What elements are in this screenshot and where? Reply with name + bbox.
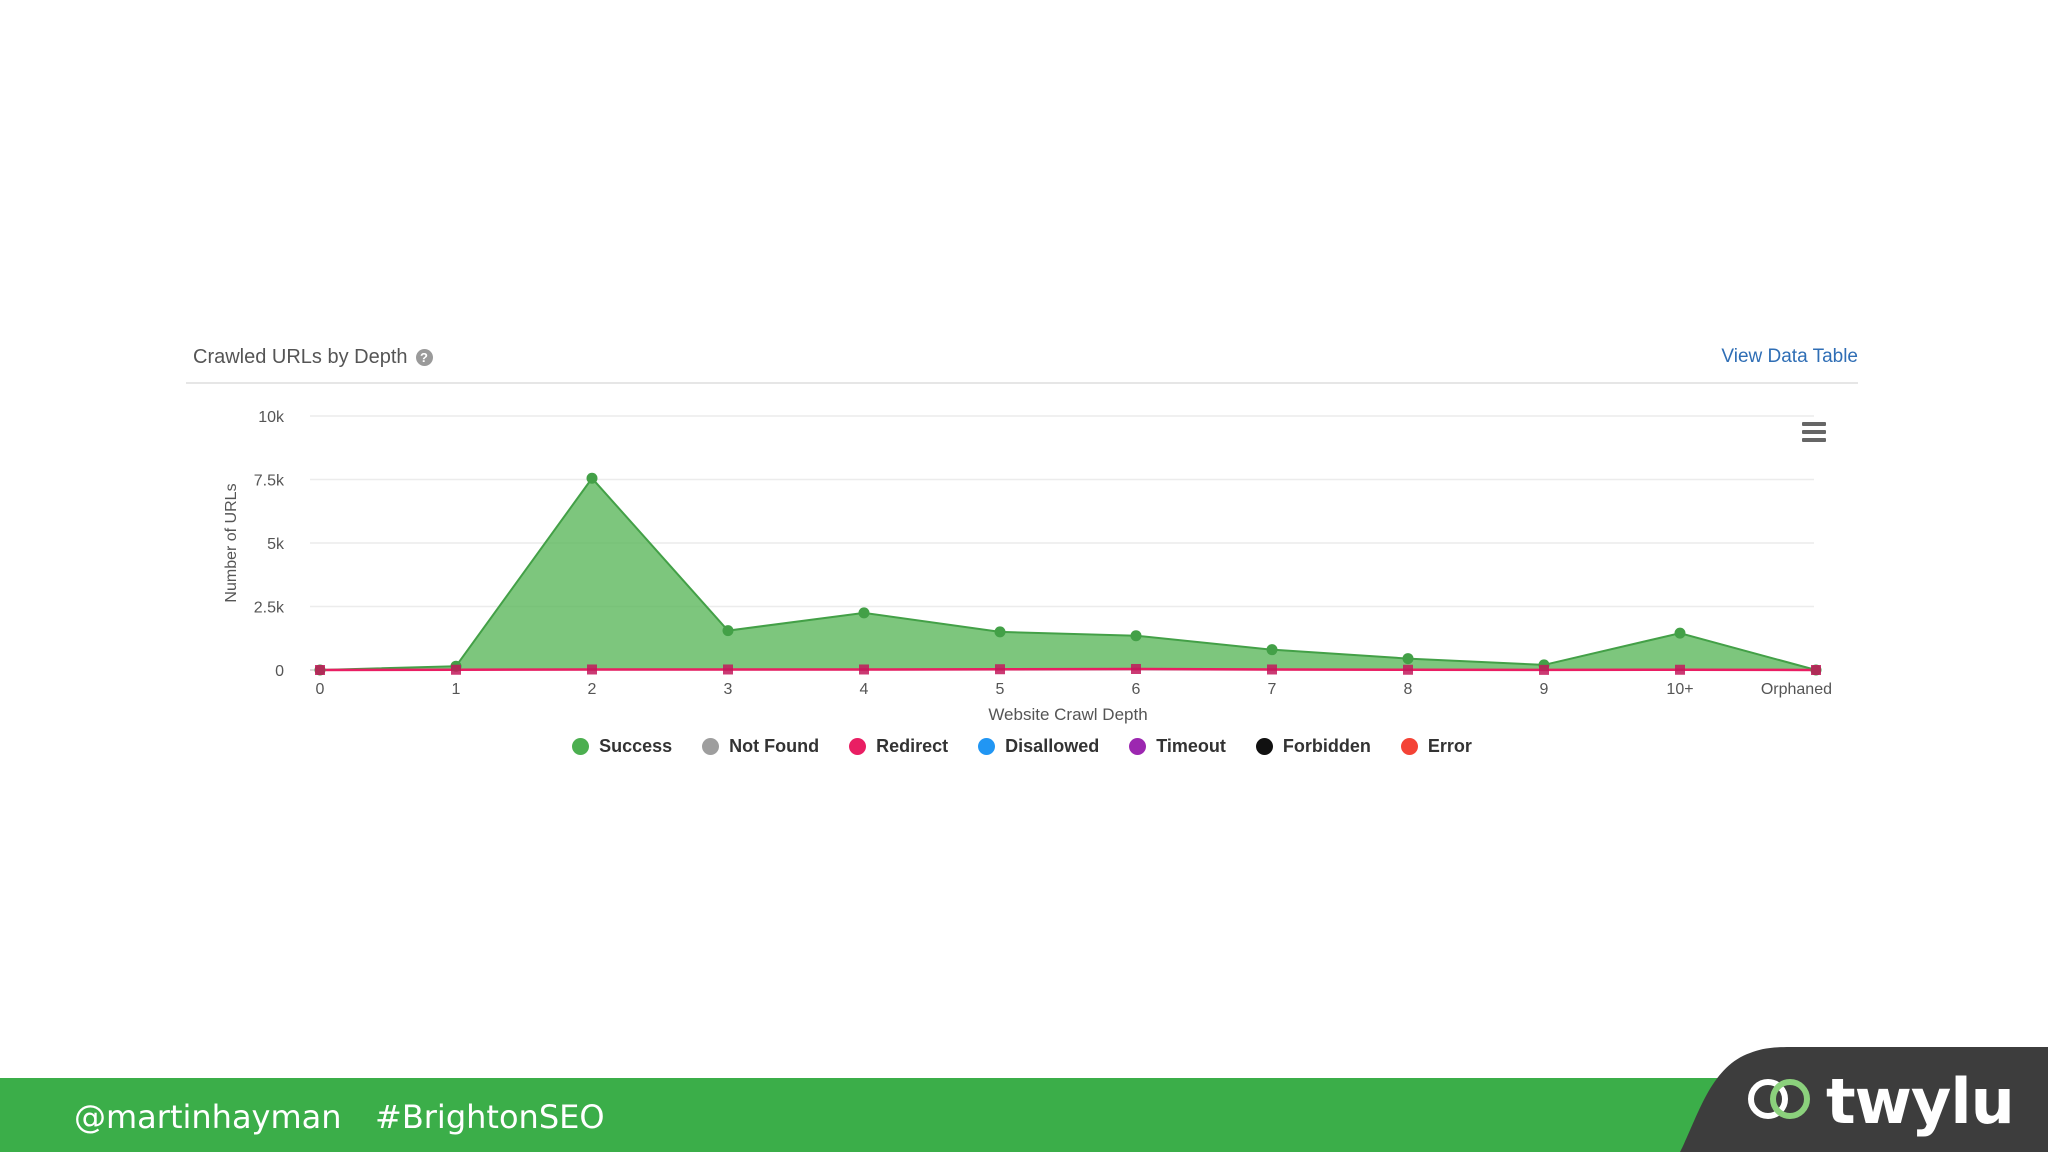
x-tick-label: 9: [1540, 681, 1549, 698]
hamburger-menu-icon[interactable]: [1802, 422, 1826, 442]
legend-item-not-found[interactable]: Not Found: [702, 736, 819, 757]
legend-item-error[interactable]: Error: [1400, 736, 1472, 757]
logo-tab: [1680, 1047, 2048, 1152]
data-point-redirect[interactable]: [1539, 664, 1549, 675]
data-point-success[interactable]: [1130, 630, 1142, 642]
legend-marker: [1255, 738, 1273, 755]
data-point-success[interactable]: [994, 626, 1006, 638]
legend-label: Redirect: [876, 736, 949, 756]
x-tick-label: 1: [452, 681, 461, 698]
twitter-handle: @martinhayman: [74, 1098, 342, 1136]
legend-item-timeout[interactable]: Timeout: [1129, 736, 1226, 757]
title-divider: [186, 382, 1858, 384]
legend-label: Success: [599, 736, 673, 756]
y-tick-label: 2.5k: [254, 600, 285, 617]
legend-marker: [978, 738, 996, 755]
x-tick-label: 7: [1268, 681, 1277, 698]
data-point-redirect[interactable]: [315, 665, 325, 675]
event-hashtag: #BrightonSEO: [375, 1098, 605, 1136]
chart-card: 0 2.5k 5k 7.5k 10k 0 1 2 3 4 5 6 7 8 9 10+ Orphaned Websi…: [186, 332, 1858, 782]
data-point-redirect[interactable]: [587, 664, 597, 675]
chart-title: Crawled URLs by Depth ?: [193, 346, 433, 369]
y-tick-label: 0: [275, 663, 284, 680]
legend-marker: [572, 738, 590, 755]
x-tick-label: 4: [860, 681, 869, 698]
legend-label: Not Found: [729, 736, 820, 756]
legend-marker: [1129, 738, 1147, 755]
data-point-redirect[interactable]: [1131, 663, 1141, 674]
x-axis-title: Website Crawl Depth: [988, 705, 1147, 724]
legend-label: Disallowed: [1005, 736, 1100, 756]
legend-item-disallowed[interactable]: Disallowed: [978, 736, 1099, 757]
data-point-success[interactable]: [858, 607, 870, 619]
data-point-success[interactable]: [722, 625, 734, 637]
legend-marker: [1400, 738, 1418, 755]
legend-marker: [702, 738, 720, 755]
chart-title-text: Crawled URLs by Depth: [193, 346, 408, 368]
legend-label: Forbidden: [1282, 736, 1371, 756]
data-point-success[interactable]: [1674, 627, 1686, 639]
data-point-redirect[interactable]: [995, 664, 1005, 675]
x-tick-label: 0: [316, 681, 325, 698]
data-point-success[interactable]: [586, 472, 598, 484]
question-circle-icon[interactable]: ?: [415, 349, 433, 366]
legend-marker: [849, 738, 867, 755]
data-point-redirect[interactable]: [1403, 664, 1413, 675]
twylu-link-icon: [1748, 1079, 1810, 1119]
x-tick-label: 10+: [1666, 681, 1693, 698]
y-tick-label: 10k: [258, 409, 285, 426]
y-tick-label: 5k: [267, 536, 285, 553]
legend-label: Timeout: [1156, 736, 1226, 756]
twylu-logo: twylu: [1826, 1065, 2015, 1138]
legend-label: Error: [1427, 736, 1472, 756]
chart-legend: Success Not Found Redirect Disallowed Timeou…: [186, 736, 1858, 757]
x-tick-label: 3: [724, 681, 733, 698]
legend-item-redirect[interactable]: Redirect: [849, 736, 948, 757]
series-line-success: [319, 476, 1817, 671]
data-point-redirect[interactable]: [723, 664, 733, 675]
data-point-redirect[interactable]: [1811, 665, 1821, 675]
x-tick-label: 5: [996, 681, 1005, 698]
chart-plot: 0 2.5k 5k 7.5k 10k 0 1 2 3 4 5 6 7 8 9 10+ Orphaned Websi…: [223, 409, 1832, 724]
legend-item-forbidden[interactable]: Forbidden: [1255, 736, 1371, 757]
x-tick-label: 8: [1404, 681, 1413, 698]
data-point-success[interactable]: [1402, 653, 1414, 665]
data-point-redirect[interactable]: [859, 664, 869, 675]
data-point-success[interactable]: [1266, 644, 1278, 656]
y-tick-label: 7.5k: [254, 473, 285, 490]
data-point-redirect[interactable]: [451, 664, 461, 675]
x-tick-label: 2: [588, 681, 597, 698]
data-point-redirect[interactable]: [1675, 664, 1685, 675]
x-tick-label: Orphaned: [1761, 681, 1832, 698]
y-axis-title: Number of URLs: [223, 483, 240, 602]
series-area-success: [320, 478, 1816, 670]
legend-item-success[interactable]: Success: [572, 736, 672, 757]
x-tick-label: 6: [1132, 681, 1141, 698]
series-line-redirect: [319, 667, 1817, 672]
view-data-table-link[interactable]: View Data Table: [1721, 346, 1858, 367]
data-point-redirect[interactable]: [1267, 664, 1277, 675]
